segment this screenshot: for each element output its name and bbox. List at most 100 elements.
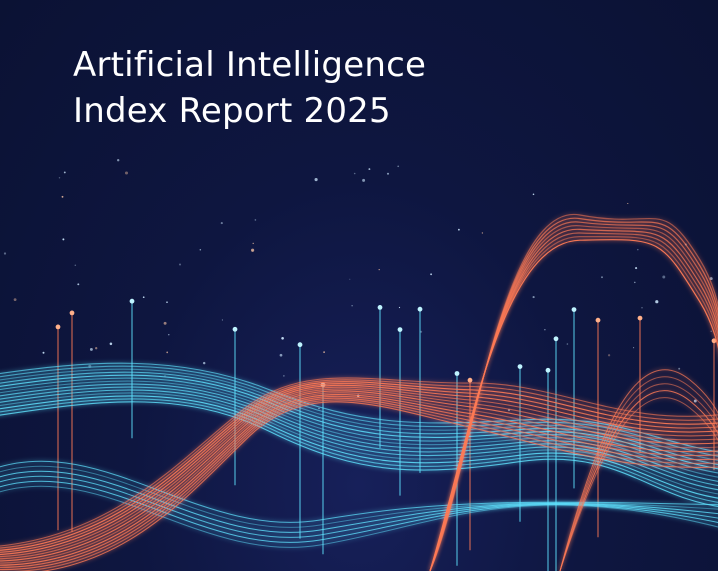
spike-dot [417,306,423,312]
star [281,336,284,340]
wave-line [0,368,718,461]
star [566,343,569,345]
wave-line [0,389,718,491]
wave-line [0,470,718,533]
wave-line [0,383,718,482]
star [63,171,66,174]
spike-dot [55,324,61,330]
wave-line [0,460,718,523]
wave-line [0,380,718,478]
spike-dot [397,327,403,332]
report-title: Artificial Intelligence Index Report 202… [73,42,426,134]
spike-dot [467,377,473,383]
star [397,165,400,168]
wave-line [0,465,718,528]
spike-dot [232,326,238,332]
star [254,219,257,221]
star [252,242,254,245]
star [627,203,629,204]
star [641,307,643,309]
star [349,278,351,280]
wave-line [0,399,718,571]
wave-line [0,392,718,564]
star [89,347,93,351]
spike-dot [297,342,303,348]
star [58,177,61,179]
wave-line [0,384,718,555]
star [166,351,169,354]
spike-dot [129,298,135,304]
star [62,238,65,241]
star [178,263,182,266]
flowing-wave-lines [0,214,718,571]
star [42,351,45,354]
star [124,171,129,175]
star [709,277,713,281]
spike-dot [545,367,551,373]
star [353,172,356,175]
wave-line [559,397,718,571]
star [678,367,681,370]
star [368,168,371,171]
star [323,351,325,353]
wave-line [559,383,718,571]
star-field [3,159,713,412]
star [283,375,285,377]
wave-line [0,382,718,553]
star [109,342,113,346]
star [95,347,98,350]
star [74,264,77,267]
spike-dot [553,336,559,342]
star [314,178,318,182]
star [220,222,223,225]
title-line-1: Artificial Intelligence [73,45,427,85]
star [655,300,659,304]
wave-line [0,388,718,560]
star [634,281,636,284]
star [532,193,535,196]
wave-line [0,485,718,548]
star [221,319,223,321]
wave-line [0,401,718,507]
wave-line [0,397,718,570]
wave-line [0,393,718,566]
star [662,275,666,279]
spike-dot [454,371,460,376]
star [458,228,460,231]
wave-line [559,390,718,571]
star [318,407,320,410]
wave-line [0,395,718,499]
wave-line [429,239,718,571]
spike-dot [595,317,601,323]
wave-line [0,480,718,543]
title-line-2: Index Report 2025 [73,91,391,131]
star [13,298,17,302]
spike-dot [711,338,717,344]
star [607,354,611,357]
star [693,399,697,403]
star [164,375,166,377]
wave-line [0,398,718,503]
spike-dot [571,307,577,312]
star [637,248,639,251]
star [142,296,145,299]
star [166,301,168,304]
star [279,353,283,357]
star [77,283,80,286]
wave-line [0,381,718,551]
star [251,248,255,252]
spike-dot [637,315,643,321]
wave-line [559,376,718,571]
wave-line [0,475,718,538]
wave-line [559,369,718,571]
star [117,159,120,162]
star [532,296,535,299]
star [544,329,546,331]
spike-dot [69,310,75,316]
star [3,252,7,255]
star [635,267,638,270]
wave-line [0,371,718,466]
wave-line [0,392,718,495]
